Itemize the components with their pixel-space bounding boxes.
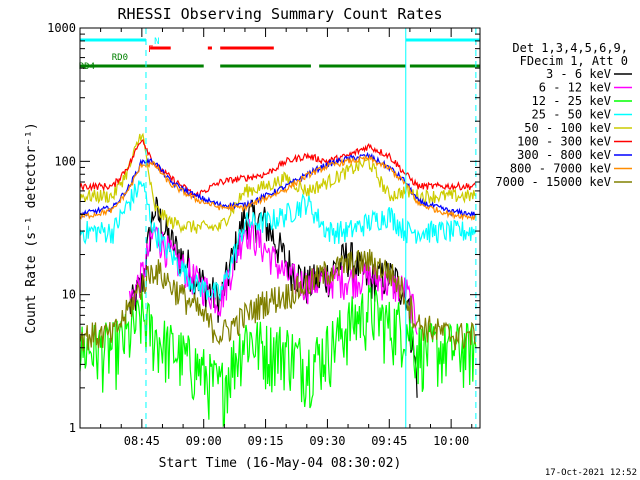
plot-frame (79, 27, 481, 429)
flag-label-rd4: RD4 (79, 62, 95, 72)
x-tick-label: 08:45 (124, 434, 160, 448)
legend-entry: 12 - 25 keV (532, 94, 611, 108)
series-line-800-7000-kev (79, 154, 477, 222)
x-tick-label: 10:00 (433, 434, 469, 448)
y-axis: 1 10 100 1000 (47, 21, 480, 435)
legend: Det 1,3,4,5,6,9,FDecim 1, Att 03 - 6 keV… (495, 41, 632, 189)
legend-entry: 300 - 800 keV (517, 148, 611, 162)
series-line-7000-15000-kev (79, 249, 477, 352)
legend-entry: 6 - 12 keV (539, 81, 611, 95)
flag-label-f: F (148, 45, 153, 55)
legend-entry: 50 - 100 keV (524, 121, 611, 135)
x-tick-label: 09:15 (248, 434, 284, 448)
flag-label-rd0: RD0 (112, 53, 128, 63)
chart-title: RHESSI Observing Summary Count Rates (117, 5, 442, 23)
y-tick-label: 100 (54, 154, 76, 168)
flag-bars: NF RD0 RD4 (79, 37, 480, 72)
y-axis-label: Count Rate (s⁻¹ detector⁻¹) (24, 122, 39, 333)
x-axis-label: Start Time (16-May-04 08:30:02) (159, 456, 402, 471)
x-tick-label: 09:30 (309, 434, 345, 448)
y-tick-label: 10 (62, 288, 76, 302)
legend-entry: 3 - 6 keV (546, 67, 611, 81)
legend-entry: 100 - 300 keV (517, 135, 611, 149)
x-tick-label: 09:00 (186, 434, 222, 448)
flag-label-n: N (154, 37, 159, 47)
x-tick-label: 09:45 (371, 434, 407, 448)
legend-entry: 7000 - 15000 keV (495, 175, 611, 189)
footer-timestamp: 17-Oct-2021 12:52 (545, 468, 637, 478)
legend-entry: 800 - 7000 keV (510, 162, 611, 176)
series-line-25-50-kev (79, 180, 477, 300)
legend-entry: 25 - 50 keV (532, 108, 611, 122)
legend-header: Det 1,3,4,5,6,9, (512, 41, 628, 55)
y-tick-label: 1000 (47, 21, 76, 35)
y-tick-label: 1 (69, 421, 76, 435)
x-axis: 08:45 09:00 09:15 09:30 09:45 10:00 (79, 28, 473, 448)
legend-header: FDecim 1, Att 0 (520, 54, 628, 68)
